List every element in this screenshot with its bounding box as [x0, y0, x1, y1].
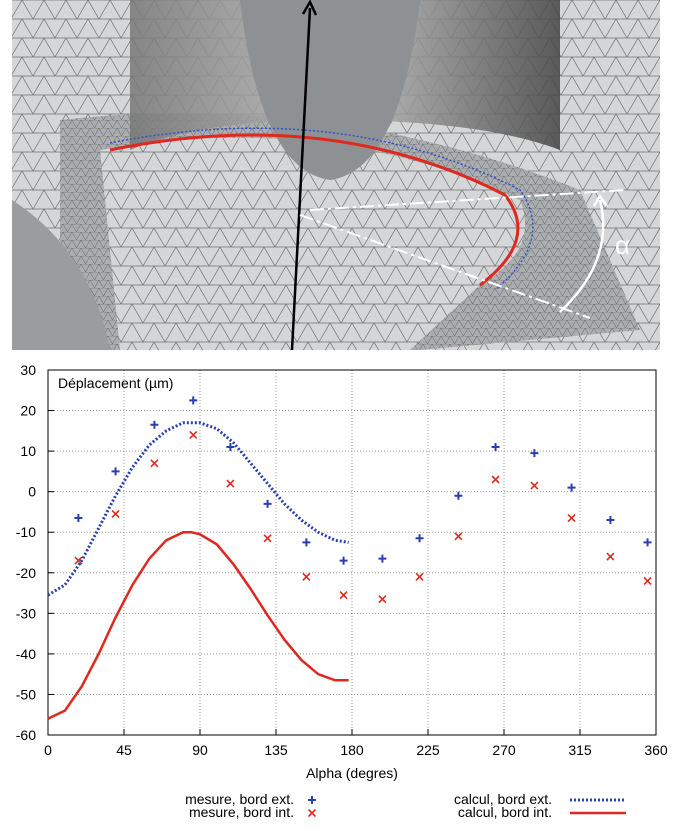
data-point	[226, 479, 235, 488]
data-point	[339, 556, 348, 565]
data-point	[263, 499, 272, 508]
data-point	[189, 396, 198, 405]
data-point	[378, 554, 387, 563]
chart-title: Déplacement (µm)	[58, 375, 173, 391]
data-point	[302, 572, 311, 581]
legend-label: mesure, bord int.	[189, 804, 294, 820]
x-tick-label: 360	[644, 742, 668, 758]
data-point	[606, 552, 615, 561]
x-tick-label: 0	[44, 742, 52, 758]
y-tick-label: -30	[16, 605, 36, 621]
data-point	[189, 430, 198, 439]
legend-marker	[307, 808, 317, 818]
x-tick-label: 180	[340, 742, 364, 758]
y-tick-label: -20	[16, 565, 36, 581]
x-axis-label: Alpha (degres)	[306, 765, 398, 781]
data-point	[111, 467, 120, 476]
x-tick-label: 270	[492, 742, 516, 758]
legend-label: mesure, bord ext.	[185, 791, 294, 807]
data-point	[339, 591, 348, 600]
data-point	[263, 534, 272, 543]
x-tick-label: 315	[568, 742, 592, 758]
y-tick-label: -50	[16, 686, 36, 702]
legend-marker	[308, 796, 316, 804]
data-line	[47, 421, 349, 597]
data-point	[643, 576, 652, 585]
data-point	[567, 513, 576, 523]
y-tick-label: -10	[16, 524, 36, 540]
y-tick-label: -60	[16, 727, 36, 743]
data-point	[150, 420, 159, 429]
data-point	[606, 516, 615, 525]
data-point	[454, 532, 463, 541]
plot-frame	[47, 369, 657, 736]
data-point	[530, 481, 539, 490]
legend-label: calcul, bord ext.	[454, 791, 552, 807]
y-tick-label: 20	[20, 403, 36, 419]
x-tick-label: 45	[116, 742, 132, 758]
y-tick-label: 10	[20, 443, 36, 459]
data-point	[415, 572, 424, 581]
data-point	[111, 509, 120, 519]
alpha-label: α	[615, 230, 630, 260]
y-tick-label: -40	[16, 646, 36, 662]
data-point	[226, 443, 235, 452]
y-tick-label: 0	[28, 484, 36, 500]
x-tick-label: 225	[416, 742, 440, 758]
x-tick-label: 135	[264, 742, 288, 758]
data-point	[150, 459, 159, 468]
data-point	[491, 443, 500, 452]
data-point	[378, 595, 387, 604]
data-point	[302, 538, 311, 547]
data-point	[567, 483, 576, 492]
data-point	[491, 475, 500, 484]
data-point	[530, 449, 539, 458]
data-point	[74, 514, 83, 523]
y-tick-label: 30	[20, 362, 36, 378]
data-line	[47, 530, 349, 720]
data-point	[454, 491, 463, 500]
data-point	[643, 538, 652, 547]
legend-label: calcul, bord int.	[458, 804, 552, 820]
mesh-render: α	[12, 0, 660, 351]
data-point	[74, 556, 83, 565]
data-point	[415, 534, 424, 543]
x-tick-label: 90	[192, 742, 208, 758]
